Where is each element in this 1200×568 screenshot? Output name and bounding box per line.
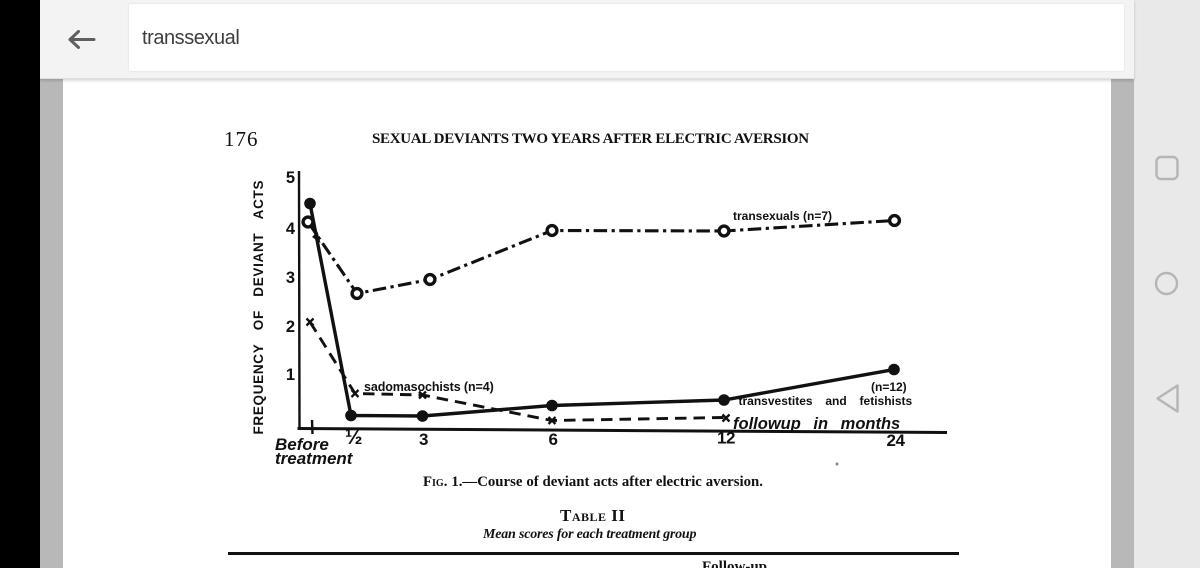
svg-text:sadomasochists (n=4): sadomasochists (n=4)	[364, 380, 494, 394]
svg-text:5: 5	[286, 169, 295, 187]
svg-text:24: 24	[887, 431, 906, 450]
svg-text:4: 4	[286, 220, 296, 238]
svg-text:1: 1	[286, 366, 295, 384]
svg-text:3: 3	[419, 430, 428, 449]
svg-text:followup in months: followup in months	[733, 415, 900, 433]
svg-text:FREQUENCY OF DEVIANT ACT: FREQUENCY OF DEVIANT ACTS	[251, 181, 266, 435]
svg-text:3: 3	[286, 269, 295, 287]
svg-text:transexuals (n=7): transexuals (n=7)	[733, 209, 832, 223]
svg-text:6: 6	[549, 430, 558, 449]
svg-text:12: 12	[717, 429, 735, 448]
svg-text:½: ½	[345, 426, 362, 449]
svg-text:treatment: treatment	[275, 449, 354, 468]
svg-text:transvestites and fetishists: transvestites and fetishists	[739, 394, 913, 408]
svg-text:Before: Before	[275, 435, 329, 454]
svg-text:(n=12): (n=12)	[871, 380, 907, 394]
svg-text:2: 2	[286, 318, 295, 336]
